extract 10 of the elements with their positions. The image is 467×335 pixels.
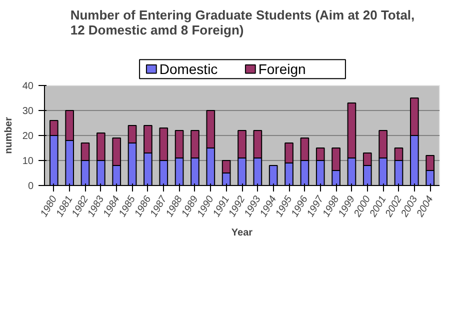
y-tick-label: 20 xyxy=(22,131,34,142)
legend-label: Domestic xyxy=(159,61,218,78)
legend-label: Foreign xyxy=(258,61,306,78)
y-axis-title: number xyxy=(3,117,14,154)
y-tick-label: 40 xyxy=(22,81,34,92)
y-tick-label: 0 xyxy=(28,181,34,192)
x-axis-title: Year xyxy=(231,227,253,238)
y-tick-label: 10 xyxy=(22,156,34,167)
y-tick-label: 30 xyxy=(22,106,34,117)
chart-title: Number of Entering Graduate Students (Aim at 20 Total, 12 Domestic amd 8 Foreign) xyxy=(70,8,415,38)
